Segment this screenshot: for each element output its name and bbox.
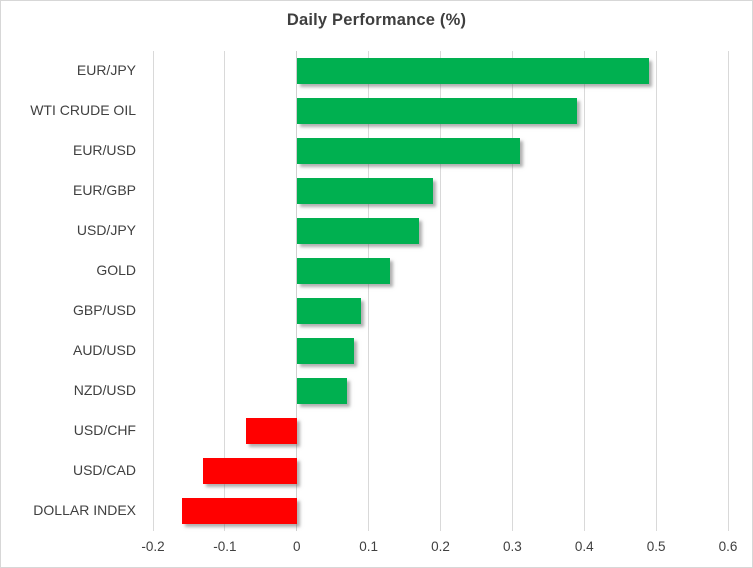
category-label-dollar-index: DOLLAR INDEX (33, 502, 136, 518)
gridline (152, 51, 154, 531)
category-label-eur-usd: EUR/USD (72, 142, 136, 158)
category-label-aud-usd: AUD/USD (72, 342, 136, 358)
x-tick-label: -0.2 (141, 539, 165, 554)
category-label-eur-gbp: EUR/GBP (72, 182, 136, 198)
x-tick-label: 0 (292, 539, 301, 554)
x-tick-label: 0.3 (502, 539, 522, 554)
x-tick-label: 0.1 (359, 539, 379, 554)
x-tick-label: 0.4 (574, 539, 594, 554)
gridline (368, 51, 370, 531)
bar-wti-crude-oil (296, 98, 578, 124)
bar-dollar-index (181, 498, 297, 524)
bar-gold (296, 258, 391, 284)
x-tick-label: 0.2 (431, 539, 450, 554)
bar-eur-jpy (296, 58, 649, 84)
x-tick-label: -0.1 (213, 539, 237, 554)
category-label-usd-cad: USD/CAD (72, 462, 136, 478)
bar-eur-usd (296, 138, 520, 164)
gridline (655, 51, 657, 531)
bar-eur-gbp (296, 178, 434, 204)
category-label-gold: GOLD (96, 262, 136, 278)
gridline (224, 51, 226, 531)
gridline (727, 51, 729, 531)
bar-usd-jpy (296, 218, 419, 244)
bar-usd-cad (203, 458, 297, 484)
chart-title: Daily Performance (%) (286, 11, 467, 29)
x-tick-label: 0.5 (646, 539, 666, 554)
bar-gbp-usd (296, 298, 362, 324)
category-label-usd-chf: USD/CHF (73, 422, 136, 438)
category-label-usd-jpy: USD/JPY (76, 222, 136, 238)
category-label-wti-crude-oil: WTI CRUDE OIL (30, 102, 136, 118)
bar-usd-chf (246, 418, 297, 444)
gridline (440, 51, 441, 531)
zero-axis-line (296, 51, 298, 531)
category-label-nzd-usd: NZD/USD (73, 382, 136, 398)
category-label-eur-jpy: EUR/JPY (76, 62, 136, 78)
category-label-gbp-usd: GBP/USD (72, 302, 136, 318)
bar-aud-usd (296, 338, 355, 364)
x-tick-label: 0.6 (718, 539, 738, 554)
gridline (583, 51, 585, 531)
bar-nzd-usd (296, 378, 348, 404)
gridline (511, 51, 513, 531)
